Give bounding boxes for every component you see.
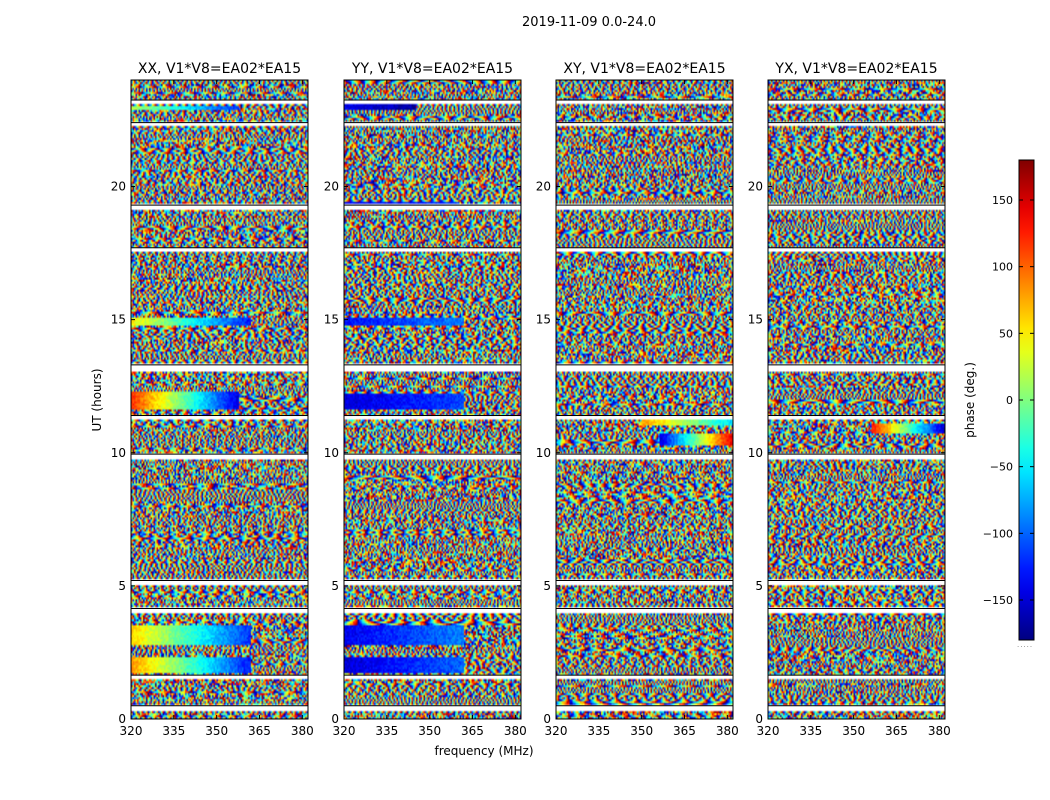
panel-title: YY, V1*V8=EA02*EA15 [351, 61, 513, 77]
colorbar-tick-label: 150 [992, 194, 1013, 207]
colorbar-footnote: ..... [1017, 641, 1034, 649]
x-tick-label: 350 [205, 724, 228, 738]
y-tick-label: 15 [748, 313, 763, 327]
phase-image-2 [556, 80, 733, 719]
panel-frame [130, 79, 309, 720]
y-tick-label: 20 [324, 180, 339, 194]
y-tick-label: 0 [755, 712, 763, 726]
x-tick-label: 380 [716, 724, 739, 738]
panel-3: YX, V1*V8=EA02*EA15 320 335 350 365 380 0 5 10 15… [748, 61, 951, 738]
x-tick-label: 380 [291, 724, 314, 738]
y-tick-label: 10 [324, 446, 339, 460]
x-tick-label: 365 [248, 724, 271, 738]
panel-frame [343, 79, 522, 720]
shared-y-axis-label: UT (hours) [90, 368, 104, 431]
x-tick-label: 335 [799, 724, 822, 738]
x-tick-label: 350 [630, 724, 653, 738]
colorbar-tick-label: −50 [990, 461, 1013, 474]
panel-title: XY, V1*V8=EA02*EA15 [563, 61, 725, 77]
x-tick-label: 365 [673, 724, 696, 738]
x-tick-label: 365 [885, 724, 908, 738]
phase-image-3 [768, 80, 945, 719]
panel-frame [555, 79, 734, 720]
colorbar-tick-label: 100 [992, 261, 1013, 274]
y-tick-label: 10 [111, 446, 126, 460]
y-tick-label: 15 [324, 313, 339, 327]
y-tick-label: 5 [755, 579, 763, 593]
y-tick-label: 5 [118, 579, 126, 593]
x-tick-label: 350 [842, 724, 865, 738]
panel-frame [767, 79, 946, 720]
phase-image-0 [131, 80, 308, 719]
colorbar-label: phase (deg.) [963, 362, 977, 438]
x-tick-label: 320 [545, 724, 568, 738]
panel-0: XX, V1*V8=EA02*EA15 320 335 350 365 380 0 5 10 15… [111, 61, 314, 738]
figure-suptitle: 2019-11-09 0.0-24.0 [522, 15, 656, 30]
panel-title: XX, V1*V8=EA02*EA15 [138, 61, 301, 77]
x-tick-label: 335 [375, 724, 398, 738]
panel-1: YY, V1*V8=EA02*EA15 320 335 350 365 380 0 5 10 15… [324, 61, 527, 738]
x-tick-label: 365 [461, 724, 484, 738]
y-tick-label: 20 [111, 180, 126, 194]
panel-group: XX, V1*V8=EA02*EA15 320 335 350 365 380 0 5 10 15… [111, 61, 951, 738]
y-tick-label: 20 [748, 180, 763, 194]
shared-x-axis-label: frequency (MHz) [434, 744, 533, 758]
colorbar-tick-label: 0 [1006, 394, 1013, 407]
x-tick-label: 335 [162, 724, 185, 738]
y-tick-label: 5 [543, 579, 551, 593]
colorbar-tick-label: −100 [983, 527, 1013, 540]
y-tick-label: 10 [536, 446, 551, 460]
colorbar-tick-label: 50 [999, 327, 1013, 340]
x-tick-label: 350 [418, 724, 441, 738]
panel-title: YX, V1*V8=EA02*EA15 [774, 61, 937, 77]
y-tick-label: 15 [111, 313, 126, 327]
x-tick-label: 380 [928, 724, 951, 738]
x-tick-label: 320 [757, 724, 780, 738]
x-tick-label: 320 [333, 724, 356, 738]
y-tick-label: 5 [331, 579, 339, 593]
phase-image-1 [344, 80, 521, 719]
colorbar-tick-label: −150 [983, 594, 1013, 607]
panel-2: XY, V1*V8=EA02*EA15 320 335 350 365 380 0 5 10 15… [536, 61, 739, 738]
y-tick-label: 15 [536, 313, 551, 327]
x-tick-label: 320 [120, 724, 143, 738]
x-tick-label: 335 [587, 724, 610, 738]
y-tick-label: 20 [536, 180, 551, 194]
y-tick-label: 0 [118, 712, 126, 726]
y-tick-label: 0 [543, 712, 551, 726]
y-tick-label: 10 [748, 446, 763, 460]
x-tick-label: 380 [504, 724, 527, 738]
y-tick-label: 0 [331, 712, 339, 726]
colorbar: 150 100 50 0 −50 −100 −150 phase (deg.) [963, 159, 1035, 641]
